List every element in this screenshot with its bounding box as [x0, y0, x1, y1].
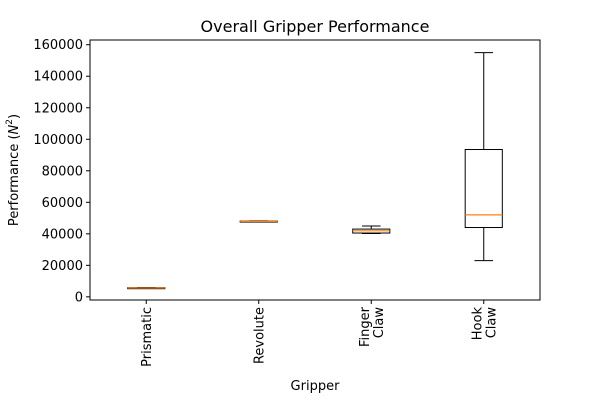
y-axis-label-prefix: Performance ( [7, 134, 22, 226]
y-tick-label: 40000 [42, 227, 83, 242]
y-tick-label: 60000 [42, 196, 83, 211]
x-tick-label: Revolute [252, 307, 267, 364]
y-tick-label: 120000 [33, 101, 83, 116]
x-tick-label: Finger [358, 306, 373, 347]
x-tick-label: Prismatic [140, 307, 155, 367]
y-tick-label: 0 [75, 290, 83, 305]
y-tick-label: 20000 [42, 259, 83, 274]
y-tick-label: 100000 [33, 133, 83, 148]
y-axis-label-suffix: ) [7, 114, 22, 119]
box [464, 149, 503, 229]
y-tick-label: 160000 [33, 38, 83, 53]
x-axis-label: Gripper [291, 379, 341, 394]
y-axis-label-exp: 2 [5, 119, 15, 125]
plot-area: 0 20000 40000 60000 80000 100000 120000 140000 1… [33, 38, 503, 367]
x-tick-label: Claw [372, 307, 387, 339]
x-tick-label: Hook [470, 307, 485, 341]
x-tick-label: Claw [484, 307, 499, 339]
y-axis-label-var: N [7, 124, 22, 134]
y-axis-label: Performance (N2) [5, 114, 22, 226]
chart-title: Overall Gripper Performance [201, 17, 430, 36]
axes-frame [89, 39, 541, 301]
y-tick-label: 80000 [42, 164, 83, 179]
y-tick-label: 140000 [33, 70, 83, 85]
